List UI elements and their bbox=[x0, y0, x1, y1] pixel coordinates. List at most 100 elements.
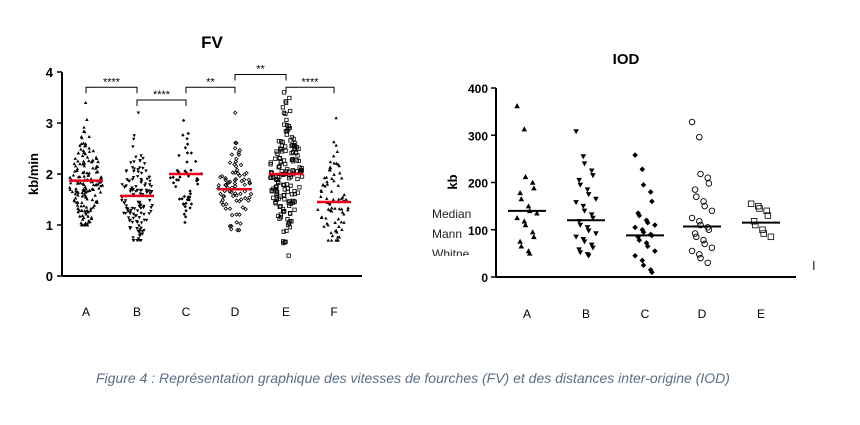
fv-point bbox=[75, 200, 79, 204]
iod-point bbox=[531, 185, 537, 191]
fv-point bbox=[87, 188, 92, 192]
fv-point bbox=[331, 197, 336, 201]
fv-point bbox=[230, 193, 236, 199]
fv-point bbox=[177, 197, 182, 201]
fv-point bbox=[142, 204, 146, 208]
fv-point bbox=[136, 237, 141, 241]
fv-point bbox=[237, 148, 243, 153]
fv-point bbox=[282, 122, 287, 127]
fv-point bbox=[87, 134, 91, 138]
fv-point bbox=[75, 203, 80, 207]
fv-point bbox=[283, 161, 288, 167]
iod-point bbox=[708, 207, 716, 215]
fv-point bbox=[74, 187, 78, 191]
fv-point bbox=[238, 191, 243, 197]
fv-point bbox=[142, 228, 146, 232]
fv-point bbox=[276, 139, 282, 144]
fv-point bbox=[98, 190, 103, 194]
fv-point bbox=[171, 175, 175, 179]
fv-point bbox=[188, 192, 193, 196]
fv-point bbox=[321, 183, 325, 187]
fv-point bbox=[328, 160, 333, 164]
fv-point bbox=[131, 145, 135, 149]
iod-point bbox=[693, 233, 700, 241]
fv-point bbox=[334, 143, 338, 147]
fv-point bbox=[278, 215, 283, 220]
fv-point bbox=[139, 226, 143, 230]
fv-significance-bracket bbox=[234, 74, 287, 81]
fv-point bbox=[336, 183, 340, 187]
iod-point bbox=[521, 218, 528, 224]
fv-point bbox=[137, 166, 142, 170]
fv-point bbox=[329, 238, 334, 242]
iod-point bbox=[573, 129, 579, 135]
iod-point bbox=[759, 226, 766, 233]
fv-point bbox=[131, 236, 135, 240]
fv-point bbox=[342, 193, 346, 197]
fv-point bbox=[80, 136, 84, 140]
iod-point bbox=[584, 187, 591, 193]
cropped-legend-note: Median Mann Whitne bbox=[432, 204, 484, 256]
fv-point bbox=[83, 209, 87, 213]
fv-point bbox=[242, 182, 247, 188]
fv-point bbox=[218, 191, 223, 197]
fv-point bbox=[83, 152, 88, 156]
iod-point bbox=[632, 224, 638, 231]
fv-point bbox=[79, 147, 83, 151]
iod-point bbox=[704, 174, 711, 182]
fv-point bbox=[78, 143, 82, 147]
fv-point bbox=[72, 198, 76, 202]
iod-point bbox=[576, 247, 582, 253]
fv-point bbox=[284, 182, 290, 187]
fv-point bbox=[148, 199, 152, 203]
fv-point bbox=[334, 238, 338, 242]
iod-point bbox=[688, 247, 696, 255]
iod-point bbox=[640, 262, 647, 268]
fv-point bbox=[339, 220, 344, 224]
fv-point bbox=[144, 188, 149, 192]
fv-point bbox=[134, 155, 138, 159]
fv-point bbox=[78, 175, 82, 179]
fv-point bbox=[289, 218, 294, 224]
fv-point bbox=[175, 168, 179, 173]
fv-point bbox=[284, 128, 290, 133]
iod-point bbox=[688, 214, 696, 222]
fv-point bbox=[134, 214, 138, 218]
iod-point bbox=[577, 222, 584, 228]
fv-point bbox=[143, 182, 148, 186]
fv-point bbox=[80, 154, 85, 158]
fv-point bbox=[297, 185, 302, 190]
fv-point bbox=[232, 146, 238, 151]
fv-point bbox=[247, 195, 252, 200]
fv-point bbox=[130, 177, 135, 182]
fv-point bbox=[188, 206, 192, 210]
fv-point bbox=[185, 160, 189, 164]
fv-point bbox=[149, 209, 153, 213]
fv-point bbox=[336, 217, 341, 221]
fv-x-tick-label: A bbox=[82, 305, 90, 319]
fv-point bbox=[234, 212, 239, 217]
fv-point bbox=[75, 168, 79, 172]
fv-point bbox=[344, 197, 348, 201]
fv-point bbox=[145, 191, 149, 195]
fv-point bbox=[234, 140, 239, 146]
iod-title: IOD bbox=[613, 51, 640, 68]
fv-point bbox=[74, 189, 78, 193]
fv-significance-label: ** bbox=[206, 76, 215, 88]
fv-point bbox=[271, 195, 276, 200]
fv-point bbox=[296, 158, 301, 164]
fv-point bbox=[223, 176, 228, 181]
iod-point bbox=[581, 239, 588, 245]
fv-point bbox=[324, 175, 329, 179]
iod-point bbox=[529, 229, 536, 235]
fv-point bbox=[139, 206, 143, 210]
fv-point bbox=[287, 176, 292, 181]
iod-point bbox=[700, 236, 707, 244]
fv-point bbox=[76, 193, 80, 197]
iod-point bbox=[643, 240, 650, 246]
fv-point bbox=[80, 191, 84, 195]
fv-point bbox=[336, 162, 340, 166]
fv-point bbox=[82, 174, 86, 178]
fv-point bbox=[183, 215, 188, 219]
